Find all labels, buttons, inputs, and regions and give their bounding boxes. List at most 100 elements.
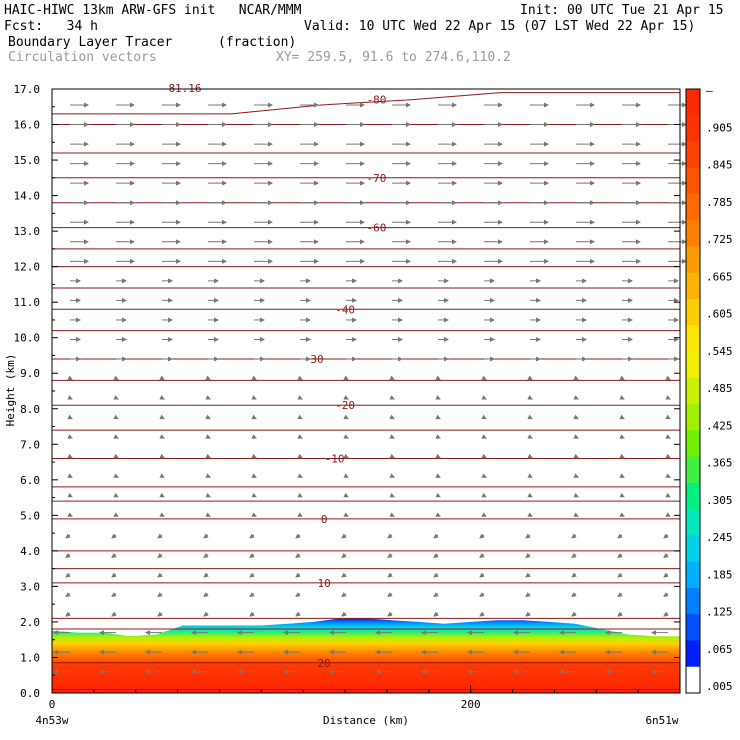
- circulation-vector: [481, 492, 487, 498]
- x-axis-label: Distance (km): [323, 714, 409, 727]
- circulation-vector: [297, 473, 303, 478]
- colorbar-label: –: [706, 84, 713, 97]
- colorbar-swatch: [686, 272, 700, 300]
- colorbar-label: .425: [706, 419, 733, 432]
- circulation-vector: [297, 492, 303, 498]
- colorbar-swatch: [686, 351, 700, 379]
- circulation-vector: [111, 592, 117, 598]
- colorbar-swatch: [686, 115, 700, 143]
- circulation-vector: [295, 592, 301, 598]
- circulation-vector: [573, 414, 579, 420]
- circulation-vector: [113, 375, 119, 381]
- colorbar-swatch: [686, 666, 700, 694]
- circulation-vector: [67, 512, 73, 517]
- circulation-vector: [341, 533, 347, 539]
- valid-time: Valid: 10 UTC Wed 22 Apr 15 (07 LST Wed …: [304, 19, 696, 34]
- circulation-vector: [113, 492, 119, 498]
- colorbar-label: .785: [706, 196, 733, 209]
- y-tick-label: 9.0: [20, 367, 40, 380]
- circulation-vector: [251, 375, 257, 381]
- y-tick-label: 1.0: [20, 651, 40, 664]
- x-right-location: 6n51w: [645, 714, 678, 727]
- circulation-vector: [297, 512, 303, 517]
- circulation-vector: [341, 553, 347, 559]
- circulation-vector: [479, 553, 485, 559]
- circulation-vector: [481, 473, 487, 478]
- circulation-vector: [525, 592, 531, 598]
- circulation-vector: [433, 553, 439, 559]
- y-tick-label: 13.0: [14, 225, 41, 238]
- y-tick-label: 12.0: [14, 261, 41, 274]
- colorbar-label: .365: [706, 457, 733, 470]
- circulation-vector: [665, 434, 671, 439]
- circulation-vector: [159, 453, 165, 459]
- colorbar-swatch: [686, 89, 700, 116]
- temperature-contour: [52, 92, 680, 115]
- circulation-vector: [527, 414, 533, 420]
- circulation-vector: [527, 434, 533, 439]
- circulation-vector: [435, 512, 441, 517]
- circulation-vector: [205, 375, 211, 381]
- circulation-vector: [65, 592, 71, 598]
- circulation-vector: [481, 414, 487, 420]
- colorbar-swatch: [686, 482, 700, 510]
- circulation-vector: [479, 572, 485, 578]
- colorbar-swatch: [686, 456, 700, 484]
- circulation-vector: [341, 572, 347, 578]
- contour-label: -80: [367, 94, 387, 107]
- circulation-vector: [389, 492, 395, 498]
- circulation-vector: [343, 473, 349, 478]
- circulation-vector: [663, 533, 669, 539]
- colorbar-swatch: [686, 141, 700, 169]
- circulation-vector: [663, 592, 669, 598]
- colorbar-swatch: [686, 640, 700, 668]
- circulation-vector: [65, 553, 71, 559]
- colorbar-swatch: [686, 299, 700, 326]
- circulation-vector: [67, 473, 73, 478]
- circulation-vector: [67, 434, 73, 439]
- circulation-vector: [343, 414, 349, 420]
- circulation-vector: [65, 572, 71, 578]
- circulation-vector: [159, 414, 165, 420]
- circulation-vector: [203, 572, 209, 578]
- circulation-vector: [479, 592, 485, 598]
- circulation-vector: [159, 512, 165, 517]
- circulation-vector: [387, 553, 393, 559]
- circulation-vector: [525, 572, 531, 578]
- circulation-vector: [665, 512, 671, 517]
- circulation-vector: [619, 512, 625, 517]
- circulation-vector: [665, 414, 671, 420]
- circulation-vector: [341, 611, 347, 617]
- y-tick-label: 4.0: [20, 545, 40, 558]
- colorbar-swatch: [686, 587, 700, 615]
- circulation-vector: [203, 592, 209, 598]
- circulation-vector: [343, 492, 349, 498]
- contour-label: 20: [318, 657, 331, 670]
- circulation-vector: [343, 375, 349, 381]
- circulation-vector: [665, 375, 671, 381]
- circulation-vector: [297, 453, 303, 459]
- contour-label: -30: [304, 353, 324, 366]
- boundary-layer-tracer-field: [52, 618, 680, 693]
- circulation-vector: [617, 533, 623, 539]
- x-tick-label: 0: [49, 698, 56, 711]
- circulation-vector: [67, 453, 73, 459]
- y-tick-label: 11.0: [14, 296, 41, 309]
- circulation-vector: [527, 512, 533, 517]
- circulation-vector: [205, 395, 211, 400]
- circulation-vector: [435, 434, 441, 439]
- colorbar-swatch: [686, 509, 700, 536]
- circulation-vector: [67, 414, 73, 420]
- circulation-vector: [251, 395, 257, 400]
- circulation-vector: [111, 611, 117, 617]
- circulation-vector: [113, 395, 119, 400]
- circulation-vector: [343, 395, 349, 400]
- circulation-vector: [389, 512, 395, 517]
- circulation-vector: [157, 592, 163, 598]
- circulation-vector: [617, 592, 623, 598]
- circulation-vector: [619, 375, 625, 381]
- circulation-vector: [389, 473, 395, 478]
- circulation-vector: [481, 512, 487, 517]
- circulation-vector: [573, 375, 579, 381]
- circulation-vector: [111, 572, 117, 578]
